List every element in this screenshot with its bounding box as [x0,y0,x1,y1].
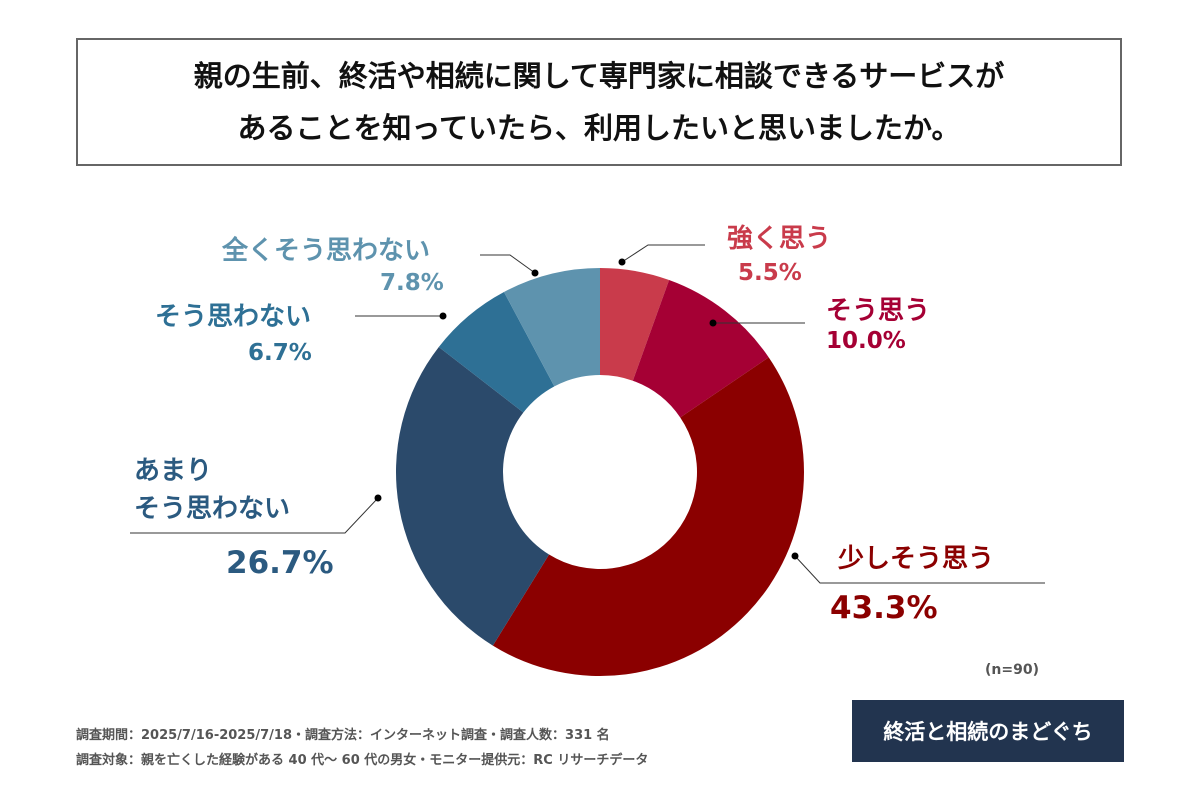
value-disagree: 6.7% [248,340,312,366]
label-somewhat-agree: 少しそう思う [838,544,995,574]
donut-slice [438,292,555,413]
leader-dot [439,312,447,320]
label-not-really: あまり そう思わない [134,456,291,524]
leader-line [794,555,1045,584]
leader-dot [374,494,382,502]
leader-line [130,497,379,534]
leader-lines [130,244,1045,584]
donut-slice [503,268,600,387]
donut-slice [492,357,804,676]
label-disagree: そう思わない [155,302,312,332]
leader-dot [618,258,626,266]
label-strongly-agree: 強く思う [727,224,832,254]
value-agree: 10.0% [826,328,906,354]
donut-slice [600,268,670,381]
donut-slice [632,280,769,418]
value-not-really: 26.7% [226,545,334,581]
leader-dot [531,269,539,277]
footer-line-1: 調査期間：2025/7/16-2025/7/18・調査方法：インターネット調査・… [76,728,610,743]
sample-size: (n=90) [985,662,1039,678]
chart-title: 親の生前、終活や相続に関して専門家に相談できるサービスが あることを知っていたら… [76,38,1122,166]
value-somewhat-agree: 43.3% [830,590,938,626]
footer-line-2: 調査対象：親を亡くした経験がある 40 代～ 60 代の男女・モニター提供元：R… [76,753,649,768]
leader-dot [709,319,717,327]
value-strongly-agree: 5.5% [738,260,802,286]
leader-line [621,244,705,263]
leader-line [480,254,536,274]
value-strongly-disagree: 7.8% [380,270,444,296]
label-strongly-disagree: 全くそう思わない [222,236,431,266]
donut-slice [395,346,550,646]
leader-dot [791,552,799,560]
brand-logo: 終活と相続のまどぐち [852,700,1124,762]
label-agree: そう思う [826,296,931,326]
